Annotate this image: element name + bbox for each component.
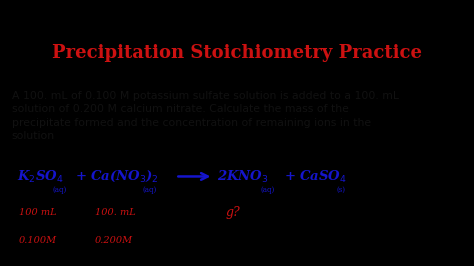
Text: Precipitation Stoichiometry Practice: Precipitation Stoichiometry Practice [52, 44, 422, 62]
Text: 100. mL: 100. mL [95, 208, 136, 217]
Text: 100 mL: 100 mL [19, 208, 56, 217]
Text: 2KNO$_3$: 2KNO$_3$ [217, 168, 268, 185]
Text: (aq): (aq) [261, 186, 275, 194]
Text: 0.100M: 0.100M [19, 236, 57, 245]
Text: 0.200M: 0.200M [95, 236, 133, 245]
Text: K$_2$SO$_4$: K$_2$SO$_4$ [17, 168, 64, 185]
Text: +: + [76, 170, 87, 183]
Text: g?: g? [225, 206, 240, 219]
Text: (s): (s) [337, 186, 346, 194]
Text: (aq): (aq) [142, 186, 156, 194]
Text: (aq): (aq) [52, 186, 66, 194]
Text: A 100. mL of 0.100 M potassium sulfate solution is added to a 100. mL
solution o: A 100. mL of 0.100 M potassium sulfate s… [12, 91, 399, 142]
Text: +: + [284, 170, 295, 183]
Text: Ca(NO$_3$)$_2$: Ca(NO$_3$)$_2$ [90, 169, 159, 184]
Text: CaSO$_4$: CaSO$_4$ [299, 168, 346, 185]
